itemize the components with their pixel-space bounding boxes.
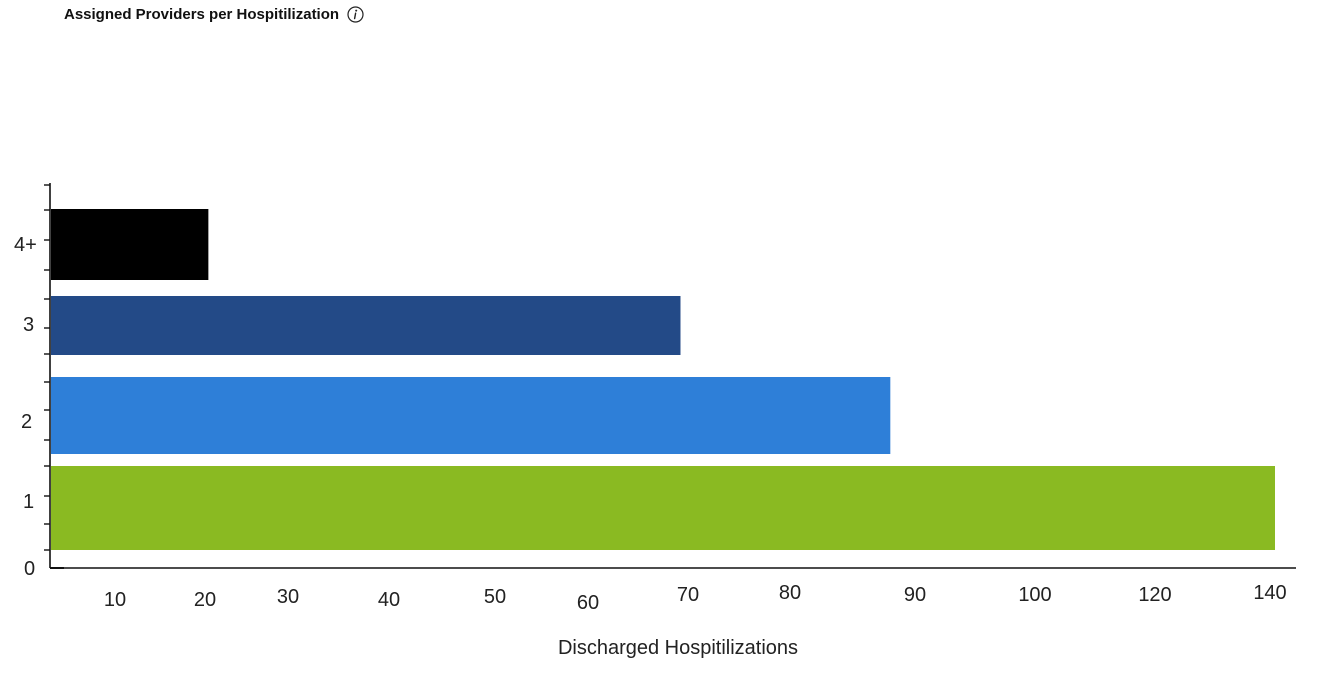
- y-tick-label: 1: [23, 491, 34, 513]
- x-tick-label: 50: [484, 586, 506, 608]
- x-tick-label: 20: [194, 589, 216, 611]
- chart-header: Assigned Providers per Hospitilization: [64, 6, 364, 23]
- x-tick-label: 70: [677, 584, 699, 606]
- y-tick-label: 2: [21, 411, 32, 433]
- info-icon[interactable]: [347, 6, 364, 23]
- x-tick-label: 100: [1018, 584, 1051, 606]
- x-tick-label: 30: [277, 586, 299, 608]
- chart-title: Assigned Providers per Hospitilization: [64, 6, 340, 23]
- y-tick-label: 0: [24, 558, 35, 580]
- x-tick-label: 80: [779, 582, 801, 604]
- y-tick-label: 4+: [14, 234, 37, 256]
- x-tick-label: 40: [378, 589, 400, 611]
- bar-3[interactable]: [51, 296, 681, 355]
- bars-layer: [51, 209, 1275, 550]
- x-tick-label: 90: [904, 584, 926, 606]
- x-tick-label: 120: [1138, 584, 1171, 606]
- x-tick-label: 140: [1253, 582, 1286, 604]
- x-tick-label: 10: [104, 589, 126, 611]
- y-tick-label: 3: [23, 314, 34, 336]
- y-axis-ticks: [44, 184, 50, 551]
- x-axis-title: Discharged Hospitilizations: [558, 637, 798, 659]
- bar-2[interactable]: [51, 377, 891, 454]
- x-tick-label: 60: [577, 592, 599, 614]
- bar-1[interactable]: [51, 466, 1275, 550]
- bar-4plus[interactable]: [51, 209, 209, 280]
